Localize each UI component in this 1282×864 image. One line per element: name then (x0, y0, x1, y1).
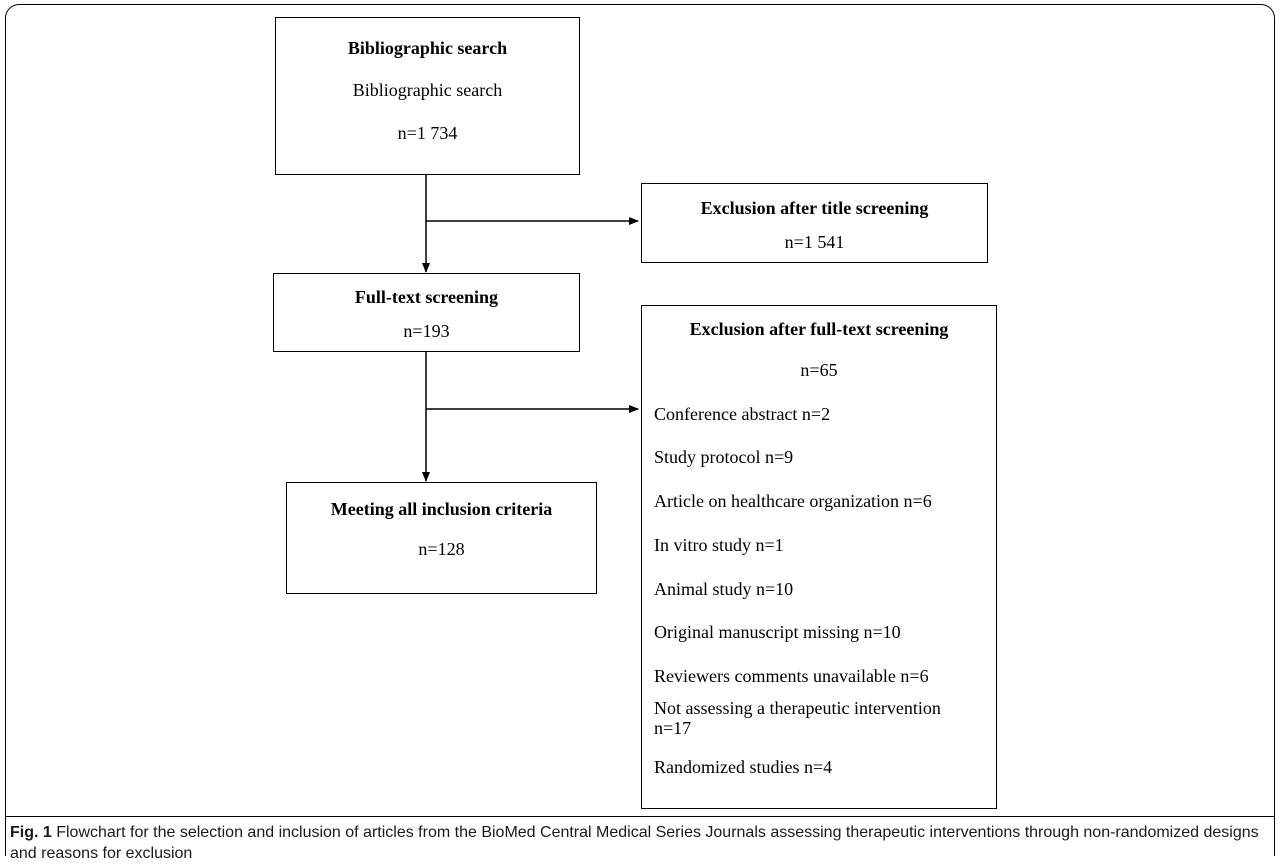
box-count: n=1 734 (397, 123, 458, 143)
reason-item: In vitro study n=1 (654, 535, 784, 555)
box-count: n=65 (800, 360, 838, 380)
box-count: n=193 (403, 321, 450, 341)
reason-item: Study protocol n=9 (654, 447, 794, 467)
box-meeting-inclusion: Meeting all inclusion criteria n=128 (286, 482, 597, 594)
figure-caption: Fig. 1 Flowchart for the selection and i… (10, 822, 1270, 864)
box-full-text-screening: Full-text screening n=193 (273, 273, 580, 352)
caption-text: Flowchart for the selection and inclusio… (10, 824, 1259, 862)
caption-label: Fig. 1 (10, 824, 52, 841)
reason-item: Original manuscript missing n=10 (654, 622, 901, 642)
box-count: n=1 541 (784, 232, 845, 252)
box-text: Bibliographic search (352, 80, 503, 100)
box-title: Meeting all inclusion criteria (330, 499, 553, 519)
box-title: Bibliographic search (347, 38, 508, 58)
reason-item: Reviewers comments unavailable n=6 (654, 666, 929, 686)
box-title: Full-text screening (354, 287, 499, 307)
reason-item: Article on healthcare organization n=6 (654, 491, 932, 511)
box-exclusion-full-text: Exclusion after full-text screening n=65… (641, 305, 997, 809)
box-count: n=128 (418, 539, 465, 559)
figure-frame-bottom (5, 816, 1275, 817)
box-bibliographic-search: Bibliographic search Bibliographic searc… (275, 17, 580, 175)
figure-frame (5, 4, 1275, 856)
reason-item: Randomized studies n=4 (654, 757, 833, 777)
box-title: Exclusion after full-text screening (689, 319, 949, 339)
reason-item: Conference abstract n=2 (654, 404, 831, 424)
box-exclusion-title-screening: Exclusion after title screening n=1 541 (641, 183, 988, 263)
box-title: Exclusion after title screening (700, 198, 929, 218)
reason-item: Not assessing a therapeutic intervention… (654, 698, 941, 738)
reason-item: Animal study n=10 (654, 579, 794, 599)
